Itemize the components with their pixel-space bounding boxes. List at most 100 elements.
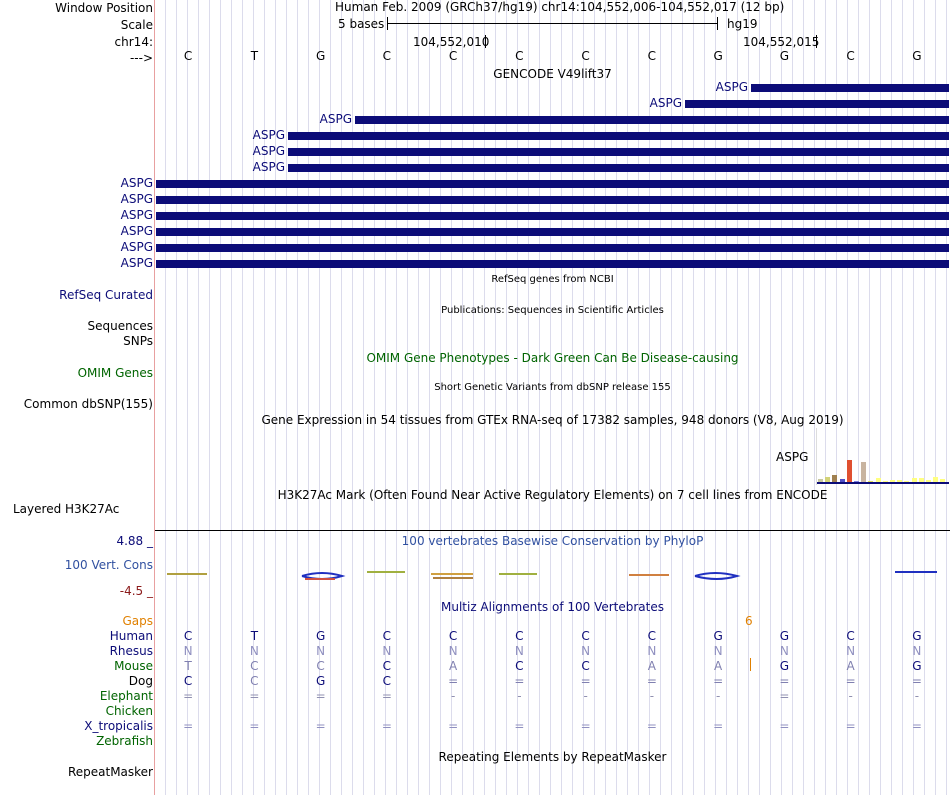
gtex-tissue-bar[interactable] bbox=[846, 460, 852, 482]
gencode-gene-label[interactable]: ASPG bbox=[252, 128, 285, 142]
aligned-base: - bbox=[715, 689, 721, 703]
gencode-transcript-bar[interactable] bbox=[156, 228, 949, 236]
grid-line bbox=[187, 0, 188, 795]
gtex-tissue-bar[interactable] bbox=[911, 478, 917, 482]
grid-line bbox=[308, 0, 309, 795]
base-letter: C bbox=[448, 49, 458, 63]
grid-line bbox=[440, 0, 441, 795]
gencode-transcript-bar[interactable] bbox=[156, 260, 949, 268]
aligned-base: N bbox=[448, 644, 458, 658]
gencode-transcript-bar[interactable] bbox=[685, 100, 949, 108]
phylop-marks bbox=[167, 571, 937, 580]
grid-line bbox=[847, 0, 848, 795]
grid-line bbox=[220, 0, 221, 795]
gencode-gene-label[interactable]: ASPG bbox=[120, 224, 153, 238]
gencode-gene-label[interactable]: ASPG bbox=[715, 80, 748, 94]
species-label[interactable]: Zebrafish bbox=[96, 734, 153, 748]
gencode-gene-label[interactable]: ASPG bbox=[120, 208, 153, 222]
gencode-gene-label[interactable]: ASPG bbox=[649, 96, 682, 110]
gaps-label: Gaps bbox=[122, 614, 153, 628]
gencode-transcript-bar[interactable] bbox=[288, 132, 949, 140]
aligned-base: N bbox=[581, 644, 591, 658]
species-label[interactable]: Elephant bbox=[99, 689, 153, 703]
gencode-gene-label[interactable]: ASPG bbox=[252, 160, 285, 174]
aligned-base: = bbox=[249, 719, 260, 733]
grid-line bbox=[352, 0, 353, 795]
aligned-base: = bbox=[911, 719, 922, 733]
cons-label[interactable]: 100 Vert. Cons bbox=[64, 558, 153, 572]
gtex-tissue-bar[interactable] bbox=[868, 481, 874, 482]
gtex-tissue-bar[interactable] bbox=[926, 480, 931, 482]
gencode-transcript-bar[interactable] bbox=[751, 84, 949, 92]
gtex-tissue-bar[interactable] bbox=[854, 481, 859, 482]
gtex-tissue-bar[interactable] bbox=[897, 480, 903, 482]
aligned-base: N bbox=[779, 644, 789, 658]
aligned-base: C bbox=[382, 659, 392, 673]
repeat-label[interactable]: RepeatMasker bbox=[67, 765, 153, 779]
grid-line bbox=[814, 0, 815, 795]
gencode-transcript-bar[interactable] bbox=[156, 180, 949, 188]
grid-line bbox=[770, 0, 771, 795]
aligned-base: G bbox=[779, 629, 790, 643]
species-label[interactable]: Human bbox=[109, 629, 153, 643]
refseq-label[interactable]: RefSeq Curated bbox=[59, 288, 153, 302]
aligned-base: N bbox=[183, 644, 193, 658]
gencode-gene-label[interactable]: ASPG bbox=[120, 256, 153, 270]
multiz-title: Multiz Alignments of 100 Vertebrates bbox=[440, 600, 665, 614]
species-label[interactable]: Mouse bbox=[114, 659, 153, 673]
gtex-tissue-bar[interactable] bbox=[875, 478, 881, 482]
base-letter: C bbox=[382, 49, 392, 63]
aligned-base: = bbox=[514, 674, 525, 688]
gencode-gene-label[interactable]: ASPG bbox=[120, 240, 153, 254]
grid-line bbox=[935, 0, 936, 795]
gtex-tissue-bar[interactable] bbox=[839, 479, 845, 482]
grid-line bbox=[649, 0, 650, 795]
snps-label[interactable]: SNPs bbox=[123, 334, 153, 348]
window-position-label: Window Position bbox=[55, 1, 153, 15]
aligned-base: A bbox=[846, 659, 855, 673]
species-label[interactable]: Dog bbox=[128, 674, 153, 688]
species-label[interactable]: Chicken bbox=[105, 704, 153, 718]
gtex-tissue-bar[interactable] bbox=[832, 475, 838, 482]
gencode-transcript-bar[interactable] bbox=[156, 196, 949, 204]
gencode-gene-label[interactable]: ASPG bbox=[120, 192, 153, 206]
gtex-tissue-bar[interactable] bbox=[825, 477, 831, 482]
base-letter: G bbox=[912, 49, 922, 63]
aligned-base: = bbox=[779, 689, 790, 703]
species-label[interactable]: Rhesus bbox=[109, 644, 153, 658]
gtex-tissue-bar[interactable] bbox=[940, 479, 946, 482]
gencode-transcript-bar[interactable] bbox=[156, 244, 949, 252]
gtex-tissue-bar[interactable] bbox=[890, 480, 895, 482]
grid-line bbox=[572, 0, 573, 795]
species-label[interactable]: X_tropicalis bbox=[84, 719, 153, 733]
gtex-gene-label[interactable]: ASPG bbox=[776, 450, 809, 464]
gtex-tissue-bar[interactable] bbox=[818, 479, 823, 482]
gencode-transcript-bar[interactable] bbox=[156, 212, 949, 220]
grid-line bbox=[781, 0, 782, 795]
gencode-gene-label[interactable]: ASPG bbox=[252, 144, 285, 158]
gtex-tissue-bar[interactable] bbox=[904, 481, 910, 482]
aligned-base: C bbox=[581, 659, 590, 673]
gencode-gene-label[interactable]: ASPG bbox=[120, 176, 153, 190]
sequences-label[interactable]: Sequences bbox=[87, 319, 153, 333]
gencode-transcript-bar[interactable] bbox=[288, 148, 949, 156]
grid-line bbox=[583, 0, 584, 795]
base-letter: T bbox=[250, 49, 259, 63]
h3k27-label[interactable]: Layered H3K27Ac bbox=[13, 502, 120, 516]
gtex-tissue-bar[interactable] bbox=[918, 478, 924, 482]
gencode-transcript-bar[interactable] bbox=[355, 116, 949, 124]
aligned-base: G bbox=[315, 674, 326, 688]
aligned-base: A bbox=[647, 659, 656, 673]
grid-line bbox=[165, 0, 166, 795]
gtex-tissue-bar[interactable] bbox=[861, 462, 867, 482]
aligned-base: = bbox=[381, 719, 392, 733]
gencode-transcript-bar[interactable] bbox=[288, 164, 949, 172]
repeat-title: Repeating Elements by RepeatMasker bbox=[438, 750, 667, 764]
gencode-gene-label[interactable]: ASPG bbox=[319, 112, 352, 126]
omim-label[interactable]: OMIM Genes bbox=[77, 366, 153, 380]
aligned-base: A bbox=[449, 659, 458, 673]
gtex-tissue-bar[interactable] bbox=[933, 477, 939, 482]
grid-line bbox=[451, 0, 452, 795]
gtex-tissue-bar[interactable] bbox=[882, 481, 888, 482]
dbsnp-label[interactable]: Common dbSNP(155) bbox=[23, 397, 153, 411]
